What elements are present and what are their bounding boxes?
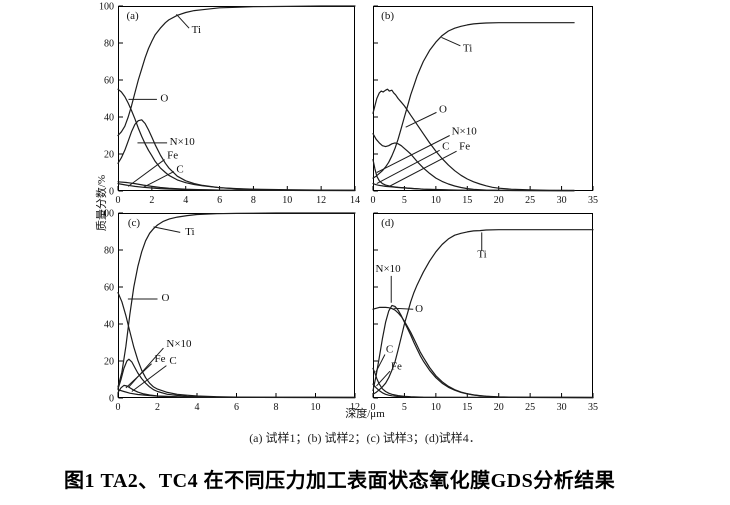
svg-text:10: 10 bbox=[282, 195, 292, 206]
svg-text:30: 30 bbox=[557, 195, 567, 206]
subplot-b: 0 5 10 15 20 25 30 35 (b) Ti O N×10 C Fe bbox=[371, 5, 598, 206]
svg-text:4: 4 bbox=[195, 402, 200, 413]
subplot-d: 0 5 10 15 20 25 30 35 (d) N×10 Ti O C Fe bbox=[371, 212, 598, 413]
svg-text:60: 60 bbox=[104, 76, 114, 87]
svg-text:5: 5 bbox=[402, 195, 407, 206]
svg-text:30: 30 bbox=[557, 402, 567, 413]
figure-title: 图1 TA2、TC4 在不同压力加工表面状态氧化膜GDS分析结果 bbox=[64, 470, 616, 492]
svg-text:Fe: Fe bbox=[167, 150, 178, 162]
svg-text:(d): (d) bbox=[381, 217, 394, 229]
svg-text:5: 5 bbox=[402, 402, 407, 413]
svg-text:12: 12 bbox=[350, 402, 360, 413]
svg-text:0: 0 bbox=[116, 402, 121, 413]
svg-text:O: O bbox=[415, 303, 423, 315]
svg-text:O: O bbox=[161, 292, 169, 304]
svg-text:80: 80 bbox=[104, 39, 114, 50]
chart-canvas: 0 5 10 15 20 25 30 35 (d) N×10 Ti O C Fe bbox=[371, 212, 598, 413]
svg-text:15: 15 bbox=[462, 195, 472, 206]
svg-text:40: 40 bbox=[104, 113, 114, 124]
svg-text:O: O bbox=[439, 103, 447, 115]
svg-text:20: 20 bbox=[104, 357, 114, 368]
svg-text:4: 4 bbox=[183, 195, 188, 206]
svg-text:Ti: Ti bbox=[192, 24, 201, 36]
x-axis-label: 深度/μm bbox=[345, 408, 385, 420]
y-axis-label-text: 质量分数/% bbox=[96, 174, 108, 232]
svg-text:25: 25 bbox=[525, 402, 535, 413]
svg-text:0: 0 bbox=[371, 402, 376, 413]
svg-text:0: 0 bbox=[371, 195, 376, 206]
svg-text:20: 20 bbox=[494, 195, 504, 206]
svg-text:40: 40 bbox=[104, 320, 114, 331]
svg-text:0: 0 bbox=[109, 187, 114, 198]
svg-text:Ti: Ti bbox=[463, 42, 472, 54]
svg-text:6: 6 bbox=[217, 195, 222, 206]
svg-text:0: 0 bbox=[109, 394, 114, 405]
svg-text:C: C bbox=[169, 355, 176, 367]
svg-text:80: 80 bbox=[104, 246, 114, 257]
svg-text:N×10: N×10 bbox=[166, 338, 192, 350]
svg-text:N×10: N×10 bbox=[452, 126, 478, 138]
svg-text:100: 100 bbox=[99, 2, 114, 13]
svg-text:25: 25 bbox=[525, 195, 535, 206]
svg-text:C: C bbox=[442, 140, 449, 152]
svg-text:(b): (b) bbox=[381, 10, 394, 22]
svg-text:8: 8 bbox=[251, 195, 256, 206]
svg-text:20: 20 bbox=[104, 150, 114, 161]
svg-text:10: 10 bbox=[431, 402, 441, 413]
svg-text:14: 14 bbox=[350, 195, 360, 206]
svg-text:C: C bbox=[176, 164, 183, 176]
chart-canvas: 0 5 10 15 20 25 30 35 (b) Ti O N×10C Fe bbox=[371, 5, 598, 206]
svg-text:35: 35 bbox=[588, 195, 598, 206]
svg-text:10: 10 bbox=[431, 195, 441, 206]
svg-text:(c): (c) bbox=[128, 217, 141, 229]
svg-text:0: 0 bbox=[116, 195, 121, 206]
subplot-c: 0 2 4 6 8 10 12 0 20 40 60 80 100 (c) Ti O N×10 Fe C bbox=[99, 209, 360, 414]
svg-text:2: 2 bbox=[155, 402, 160, 413]
svg-text:10: 10 bbox=[311, 402, 321, 413]
svg-text:20: 20 bbox=[494, 402, 504, 413]
svg-text:6: 6 bbox=[234, 402, 239, 413]
svg-text:2: 2 bbox=[149, 195, 154, 206]
svg-text:12: 12 bbox=[316, 195, 326, 206]
svg-text:O: O bbox=[160, 92, 168, 104]
chart-canvas: 0 2 4 6 8 10 12 14 0 20 40 60 80 100 (a) Ti O N×10 Fe C bbox=[99, 2, 360, 207]
subplot-caption: (a) 试样1；(b) 试样2；(c) 试样3；(d)试样4． bbox=[249, 431, 481, 445]
svg-text:Fe: Fe bbox=[155, 353, 166, 365]
svg-text:15: 15 bbox=[462, 402, 472, 413]
svg-text:(a): (a) bbox=[126, 10, 139, 22]
svg-text:Fe: Fe bbox=[459, 140, 470, 152]
svg-text:100: 100 bbox=[99, 209, 114, 220]
svg-text:60: 60 bbox=[104, 283, 114, 294]
svg-text:N×10: N×10 bbox=[170, 136, 196, 148]
svg-text:8: 8 bbox=[274, 402, 279, 413]
svg-text:N×10: N×10 bbox=[376, 263, 402, 275]
svg-text:Fe: Fe bbox=[391, 360, 402, 372]
subplot-a: 0 2 4 6 8 10 12 14 0 20 40 60 80 100 (a) Ti O N×10 Fe C bbox=[99, 2, 360, 207]
svg-text:Ti: Ti bbox=[185, 226, 194, 238]
svg-text:Ti: Ti bbox=[477, 248, 486, 260]
svg-text:C: C bbox=[386, 344, 393, 356]
svg-text:35: 35 bbox=[588, 402, 598, 413]
